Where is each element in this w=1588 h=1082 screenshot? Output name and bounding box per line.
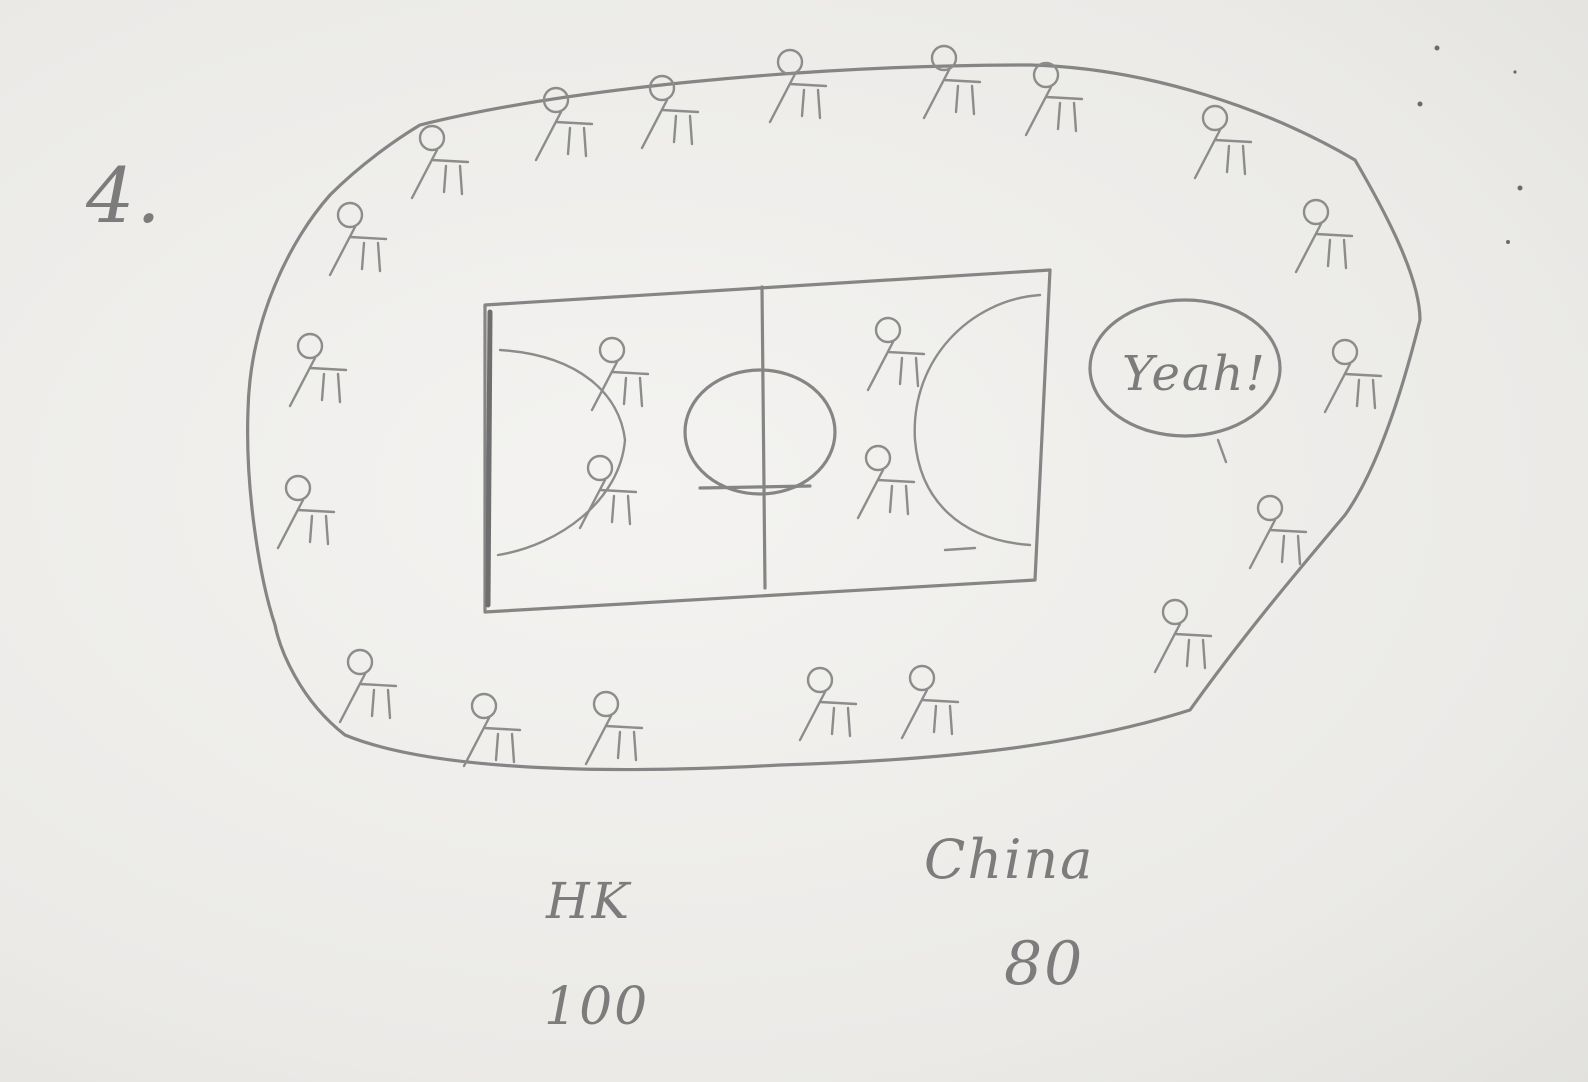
speech-bubble-text: Yeah! — [1122, 346, 1267, 402]
players — [580, 318, 924, 528]
sheet-number: 4. — [85, 151, 163, 240]
paper-specks — [1418, 46, 1523, 245]
team-china-name: China — [924, 828, 1094, 891]
team-hk-name: HK — [545, 872, 632, 930]
team-china-score: 80 — [1004, 929, 1084, 999]
basketball-court — [485, 270, 1050, 612]
team-hk-score: 100 — [544, 977, 649, 1037]
